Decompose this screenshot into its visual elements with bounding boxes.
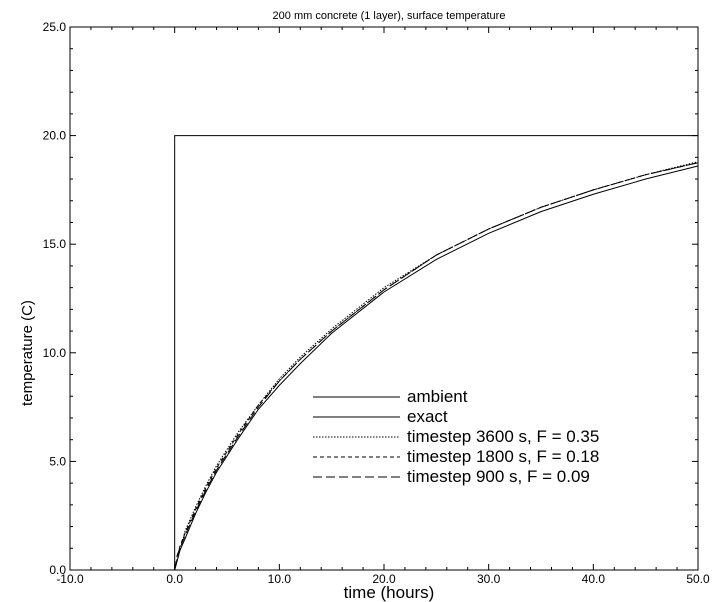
legend-label-4: timestep 900 s, F = 0.09: [407, 467, 590, 486]
series-group: [70, 135, 699, 571]
x-tick-label: 30.0: [477, 572, 501, 586]
legend-label-1: exact: [407, 407, 448, 426]
series-line-0: [70, 135, 698, 571]
series-line-4: [174, 162, 699, 571]
x-tick-label: 0.0: [166, 572, 183, 586]
x-tick-label: 10.0: [268, 572, 292, 586]
series-line-2: [174, 161, 699, 571]
x-tick-label: 50.0: [686, 572, 710, 586]
y-tick-label: 15.0: [43, 237, 67, 251]
y-tick-label: 20.0: [43, 129, 67, 143]
y-tick-label: 5.0: [49, 454, 66, 468]
legend-label-0: ambient: [407, 387, 468, 406]
legend-label-2: timestep 3600 s, F = 0.35: [407, 427, 599, 446]
y-tick-label: 0.0: [49, 563, 66, 577]
y-axis-title: temperature (C): [19, 300, 36, 406]
tick-labels: -10.0 0.0 10.0 20.0 30.0 40.0 50.00.05.010.015…: [43, 20, 710, 586]
x-tick-label: -10.0: [56, 572, 84, 586]
x-tick-label: 20.0: [372, 572, 396, 586]
series-line-3: [174, 162, 699, 571]
legend-label-3: timestep 1800 s, F = 0.18: [407, 447, 599, 466]
x-tick-label: 40.0: [582, 572, 606, 586]
axis-ticks: [69, 26, 699, 571]
series-line-1: [174, 165, 699, 571]
plot-frame: [69, 26, 699, 571]
y-tick-label: 25.0: [43, 20, 67, 34]
x-axis-title: time (hours): [344, 583, 435, 602]
chart-title: 200 mm concrete (1 layer), surface tempe…: [273, 10, 506, 22]
y-tick-label: 10.0: [43, 346, 67, 360]
